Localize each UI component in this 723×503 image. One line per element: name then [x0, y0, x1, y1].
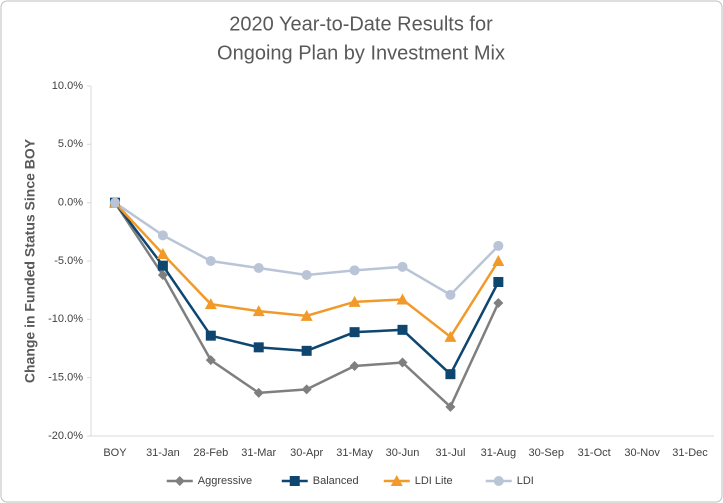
x-tick-label: 31-Dec [672, 447, 708, 459]
y-tick-label: 0.0% [58, 197, 83, 209]
marker [109, 197, 120, 208]
marker [397, 261, 408, 272]
marker [390, 475, 403, 486]
x-tick-label: 31-Jul [435, 447, 465, 459]
marker [349, 265, 360, 276]
y-tick-label: -10.0% [48, 313, 83, 325]
marker [301, 345, 312, 356]
marker [348, 295, 361, 307]
x-tick-label: 31-Aug [481, 447, 516, 459]
marker [157, 270, 168, 280]
marker [205, 355, 216, 366]
x-tick-label: 31-May [336, 447, 373, 459]
x-tick-label: 31-Mar [241, 447, 276, 459]
marker [396, 293, 409, 305]
y-tick-label: -15.0% [48, 372, 83, 384]
legend-label: LDI Lite [415, 475, 453, 487]
marker [493, 298, 504, 308]
marker [253, 342, 264, 353]
x-tick-label: 31-Oct [578, 447, 611, 459]
marker [301, 270, 312, 280]
marker [157, 230, 168, 241]
legend-label: Aggressive [198, 475, 252, 487]
y-tick-label: -20.0% [48, 430, 83, 442]
marker [301, 384, 312, 395]
marker [289, 476, 300, 486]
y-tick-label: 10.0% [52, 80, 83, 92]
legend-label: Balanced [313, 475, 359, 487]
x-tick-label: 30-Apr [290, 447, 323, 459]
marker [174, 476, 185, 486]
marker [300, 309, 313, 321]
x-tick-label: 31-Jan [146, 447, 180, 459]
marker [253, 387, 264, 398]
marker [493, 240, 504, 251]
marker [205, 256, 216, 266]
marker [397, 357, 408, 368]
marker [205, 330, 216, 341]
x-tick-label: BOY [103, 447, 127, 459]
marker [204, 298, 217, 310]
legend-label: LDI [517, 475, 534, 487]
x-tick-label: 30-Nov [624, 447, 660, 459]
marker [492, 255, 505, 266]
y-tick-label: -5.0% [54, 255, 83, 267]
marker [157, 260, 168, 271]
y-tick-label: 5.0% [58, 138, 83, 150]
marker [493, 277, 504, 287]
marker [444, 330, 457, 342]
marker [445, 401, 456, 412]
marker [252, 305, 265, 317]
marker [445, 289, 456, 300]
marker [156, 248, 169, 259]
chart-title: 2020 Year-to-Date Results for [229, 13, 493, 35]
x-tick-label: 30-Sep [529, 447, 564, 459]
y-axis-label: Change in Funded Status Since BOY [22, 138, 38, 383]
x-tick-label: 28-Feb [193, 447, 228, 459]
marker [253, 263, 264, 273]
marker [349, 361, 360, 371]
marker [349, 327, 360, 338]
marker [493, 476, 504, 486]
marker [397, 324, 408, 335]
chart-title: Ongoing Plan by Investment Mix [217, 42, 505, 64]
marker [445, 369, 456, 380]
x-tick-label: 30-Jun [386, 447, 420, 459]
